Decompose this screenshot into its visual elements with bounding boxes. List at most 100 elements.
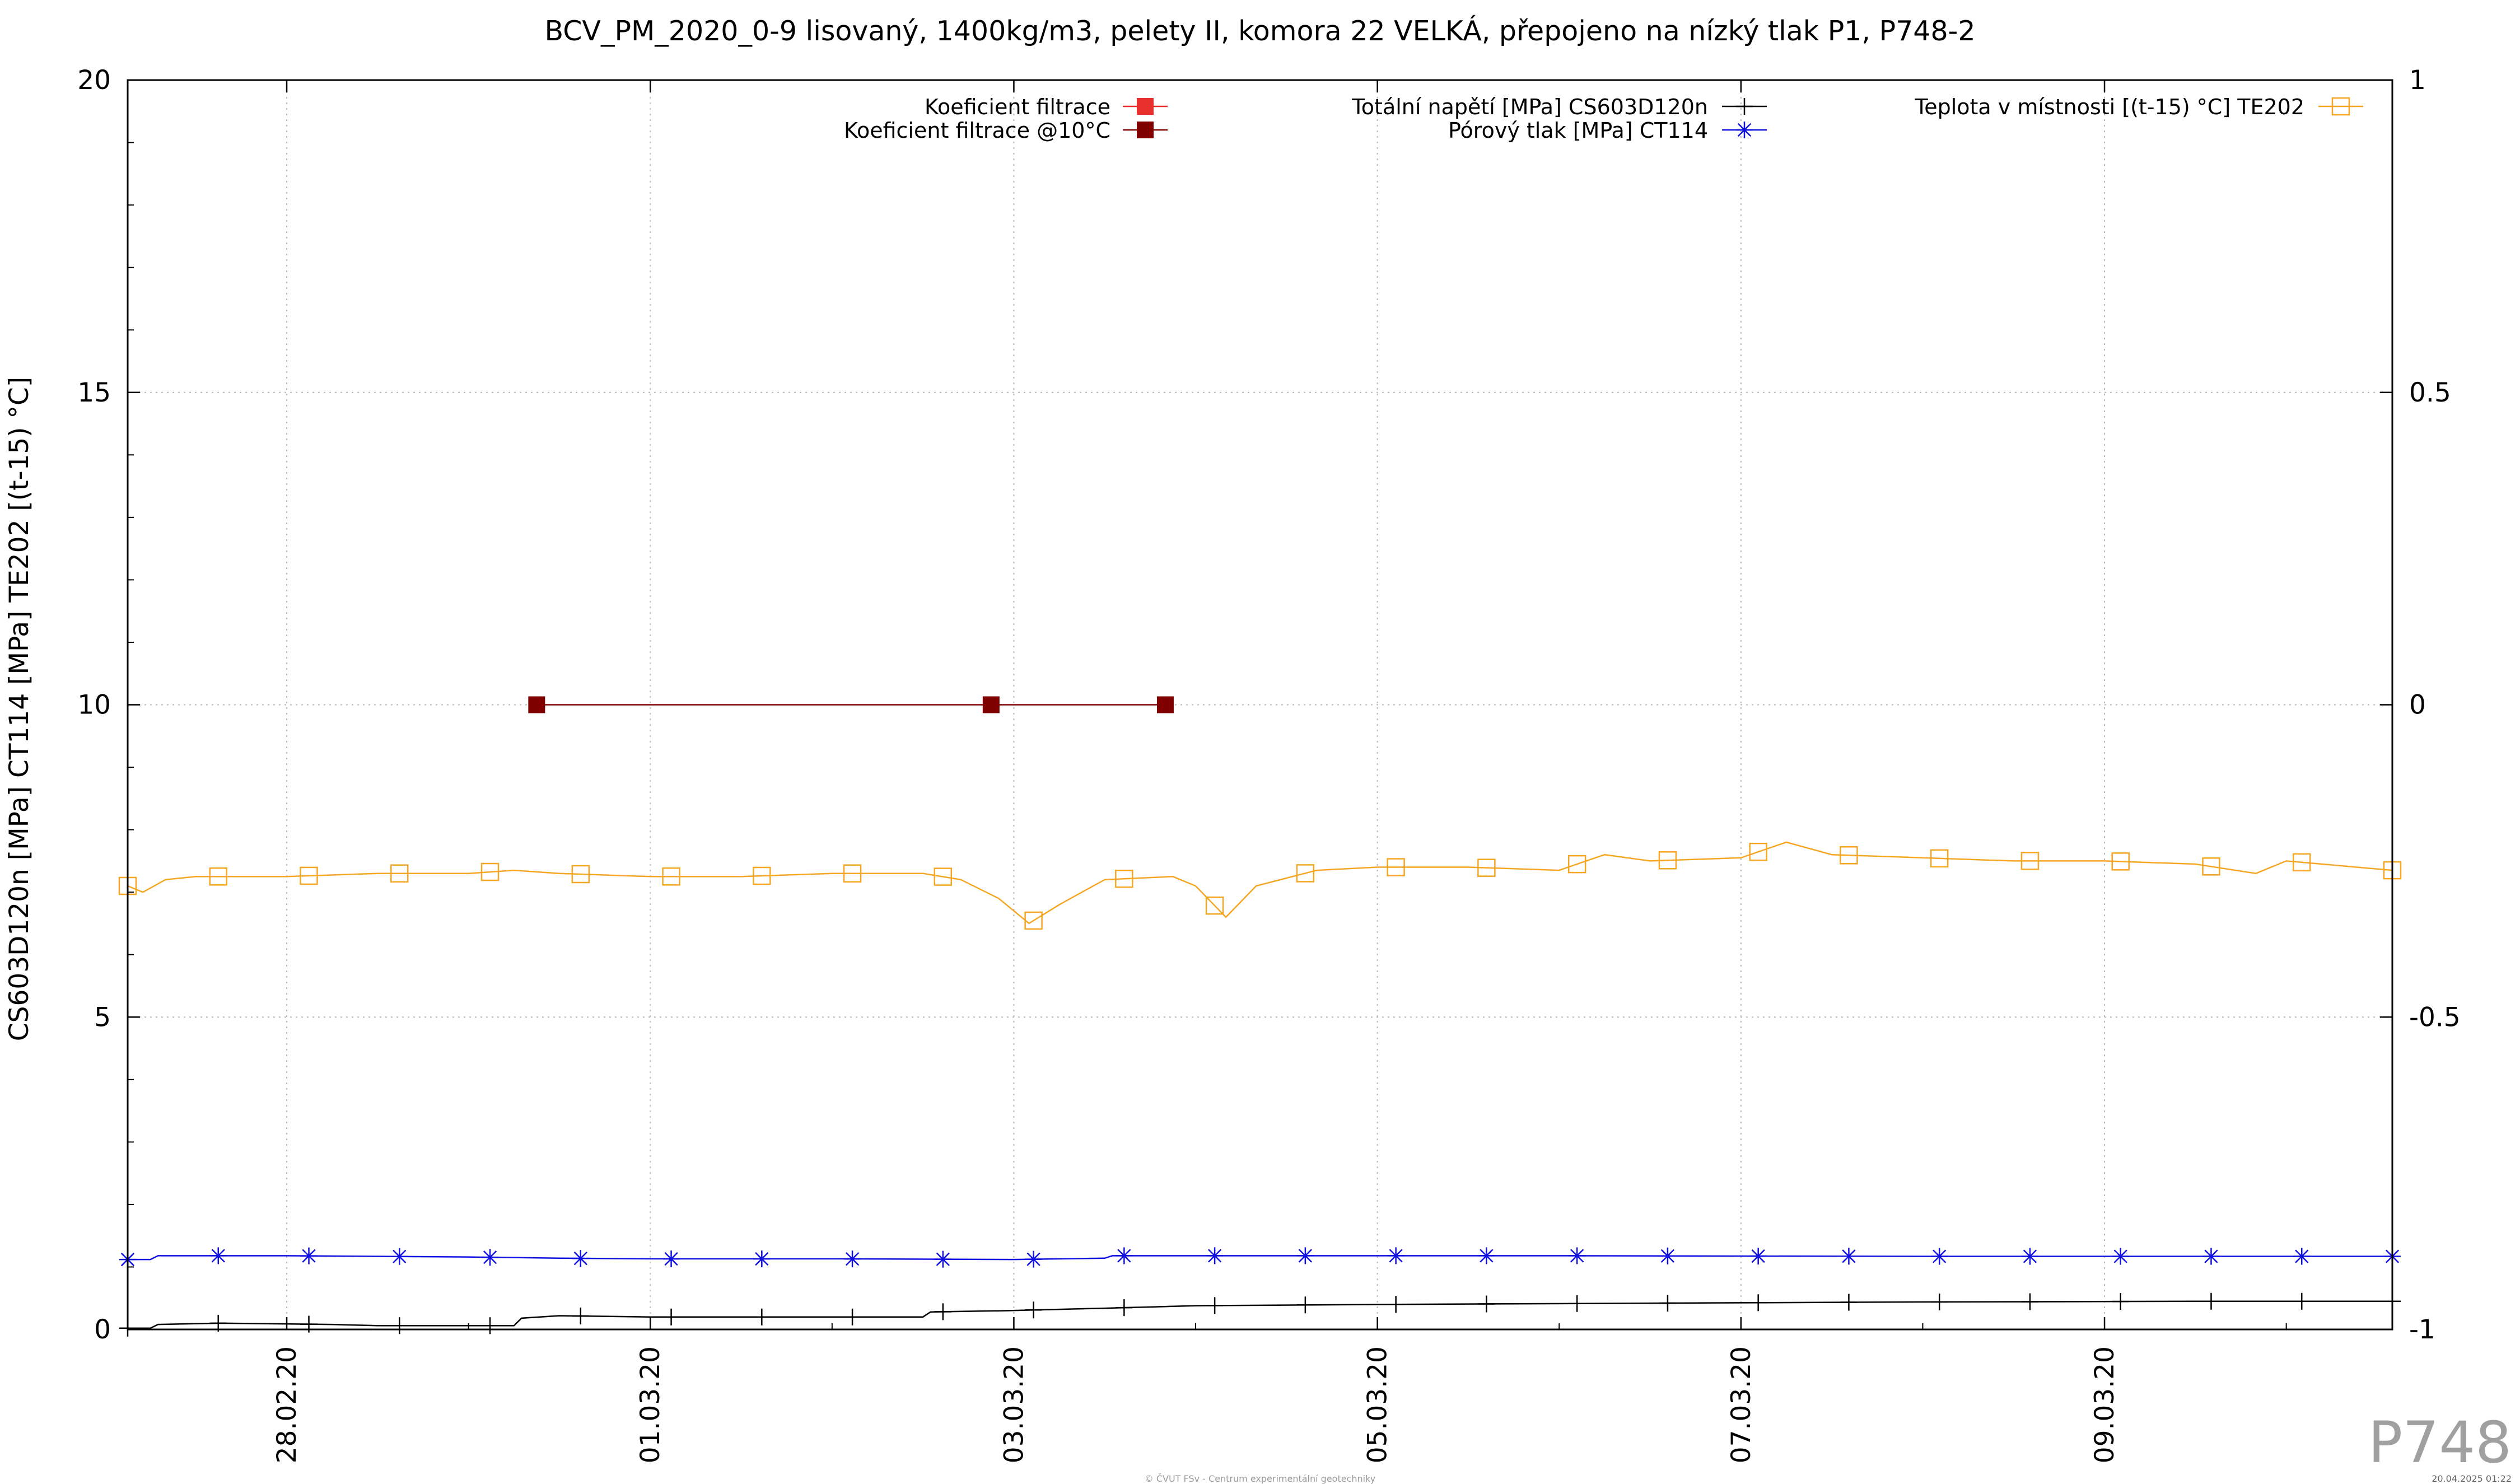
y2-tick-label: -0.5 <box>2409 1002 2461 1033</box>
data-point <box>662 867 680 886</box>
footer-timestamp: 20.04.2025 01:22 <box>2432 1473 2512 1484</box>
data-point <box>1930 849 1949 868</box>
data-point <box>2021 1248 2038 1265</box>
data-point <box>1478 1247 1495 1264</box>
data-point <box>753 866 771 885</box>
legend-swatch-marker <box>1137 122 1154 138</box>
data-point <box>1205 896 1224 915</box>
data-point <box>934 1250 951 1268</box>
data-point <box>1024 911 1043 930</box>
footer-credit: © ČVUT FSv - Centrum experimentální geot… <box>1145 1473 1376 1484</box>
data-point <box>1296 1296 1314 1314</box>
data-point <box>2202 1248 2220 1265</box>
data-point <box>1387 858 1405 876</box>
data-point <box>1296 1247 1314 1264</box>
grid-lines <box>128 80 2392 1329</box>
data-point <box>1840 1294 1858 1311</box>
data-point <box>934 1303 951 1320</box>
series-line <box>128 1300 2392 1329</box>
data-point <box>2020 852 2040 870</box>
axes: 0 5 10 15 20 -1 -0.5 0 0.5 1 28.02.20 01.03.20 03.03… <box>77 65 2461 1463</box>
data-point <box>1749 1247 1767 1264</box>
data-point <box>391 1248 408 1265</box>
legend-label: Koeficient filtrace <box>925 95 1110 119</box>
series-line <box>127 841 2393 925</box>
data-point <box>2111 852 2130 871</box>
data-point <box>2202 857 2220 876</box>
data-point <box>1296 864 1315 883</box>
y2-tick-label: 0 <box>2409 690 2426 721</box>
data-point <box>1116 1247 1133 1264</box>
watermark-label: P748 <box>2368 1410 2512 1476</box>
data-point <box>480 862 500 881</box>
data-point <box>2112 1248 2129 1265</box>
y2-tick-label: -1 <box>2409 1314 2435 1345</box>
y2-tick-label: 0.5 <box>2409 377 2451 408</box>
legend-label: Pórový tlak [MPa] CT114 <box>1448 118 1708 143</box>
data-point <box>571 865 590 884</box>
data-point <box>482 1249 499 1266</box>
series-filled-square <box>528 696 1174 713</box>
y2-tick-label: 1 <box>2409 65 2426 96</box>
data-point <box>1931 1248 1948 1265</box>
legend-swatch-marker <box>2331 97 2350 116</box>
data-point <box>1659 1295 1676 1312</box>
x-tick-label: 07.03.20 <box>1726 1346 1757 1463</box>
data-point <box>1931 1293 1948 1310</box>
data-point <box>843 864 862 883</box>
series-plus <box>119 1292 2401 1337</box>
data-point <box>300 1247 318 1264</box>
data-point <box>1569 1295 1586 1312</box>
data-point <box>390 864 409 883</box>
data-point <box>934 867 953 886</box>
legend-label: Teplota v místnosti [(t-15) °C] TE202 <box>1914 95 2304 119</box>
y-tick-label: 10 <box>77 690 111 721</box>
data-point <box>1206 1247 1224 1264</box>
data-point <box>844 1308 861 1326</box>
data-point <box>300 866 318 885</box>
data-point <box>528 696 545 713</box>
legend-swatch-marker <box>1736 98 1753 115</box>
data-point <box>1025 1301 1042 1319</box>
data-point <box>572 1307 589 1324</box>
data-point <box>982 696 1000 713</box>
data-point <box>1840 846 1858 865</box>
legend-swatch-marker <box>1736 122 1753 138</box>
y-tick-label: 15 <box>77 377 111 408</box>
data-point <box>1477 858 1496 877</box>
data-point <box>209 1247 227 1264</box>
data-point <box>209 867 228 886</box>
data-point <box>753 1250 771 1267</box>
data-point <box>1387 1296 1404 1313</box>
data-point <box>1749 1294 1767 1312</box>
data-point <box>1659 1247 1676 1264</box>
x-tick-label: 03.03.20 <box>998 1346 1029 1463</box>
chart-title: BCV_PM_2020_0-9 lisovaný, 1400kg/m3, pel… <box>544 14 1975 47</box>
data-point <box>2293 1292 2311 1310</box>
data-point <box>1025 1250 1042 1268</box>
y-tick-label: 0 <box>94 1314 111 1345</box>
x-tick-label: 05.03.20 <box>1362 1346 1393 1463</box>
data-point <box>662 1250 680 1267</box>
data-point <box>2292 853 2311 872</box>
x-tick-label: 01.03.20 <box>635 1346 666 1463</box>
legend-label: Totální napětí [MPa] CS603D120n <box>1351 95 1708 119</box>
data-point <box>2293 1248 2311 1265</box>
data-point <box>391 1317 408 1334</box>
y-tick-label: 20 <box>77 65 111 96</box>
data-point <box>1115 870 1133 888</box>
data-point <box>572 1250 589 1267</box>
data-point <box>844 1250 861 1268</box>
legend-label: Koeficient filtrace @10°C <box>844 118 1110 143</box>
data-point <box>1569 1247 1586 1264</box>
data-point <box>482 1317 499 1334</box>
data-point <box>1658 851 1677 870</box>
y-axis-label: CS603D120n [MPa] CT114 [MPa] TE202 [(t-1… <box>4 377 35 1041</box>
data-point <box>1567 855 1586 874</box>
data-point <box>1387 1247 1404 1264</box>
data-point <box>1478 1295 1495 1313</box>
data-point <box>1116 1299 1133 1317</box>
data-point <box>2021 1293 2038 1310</box>
